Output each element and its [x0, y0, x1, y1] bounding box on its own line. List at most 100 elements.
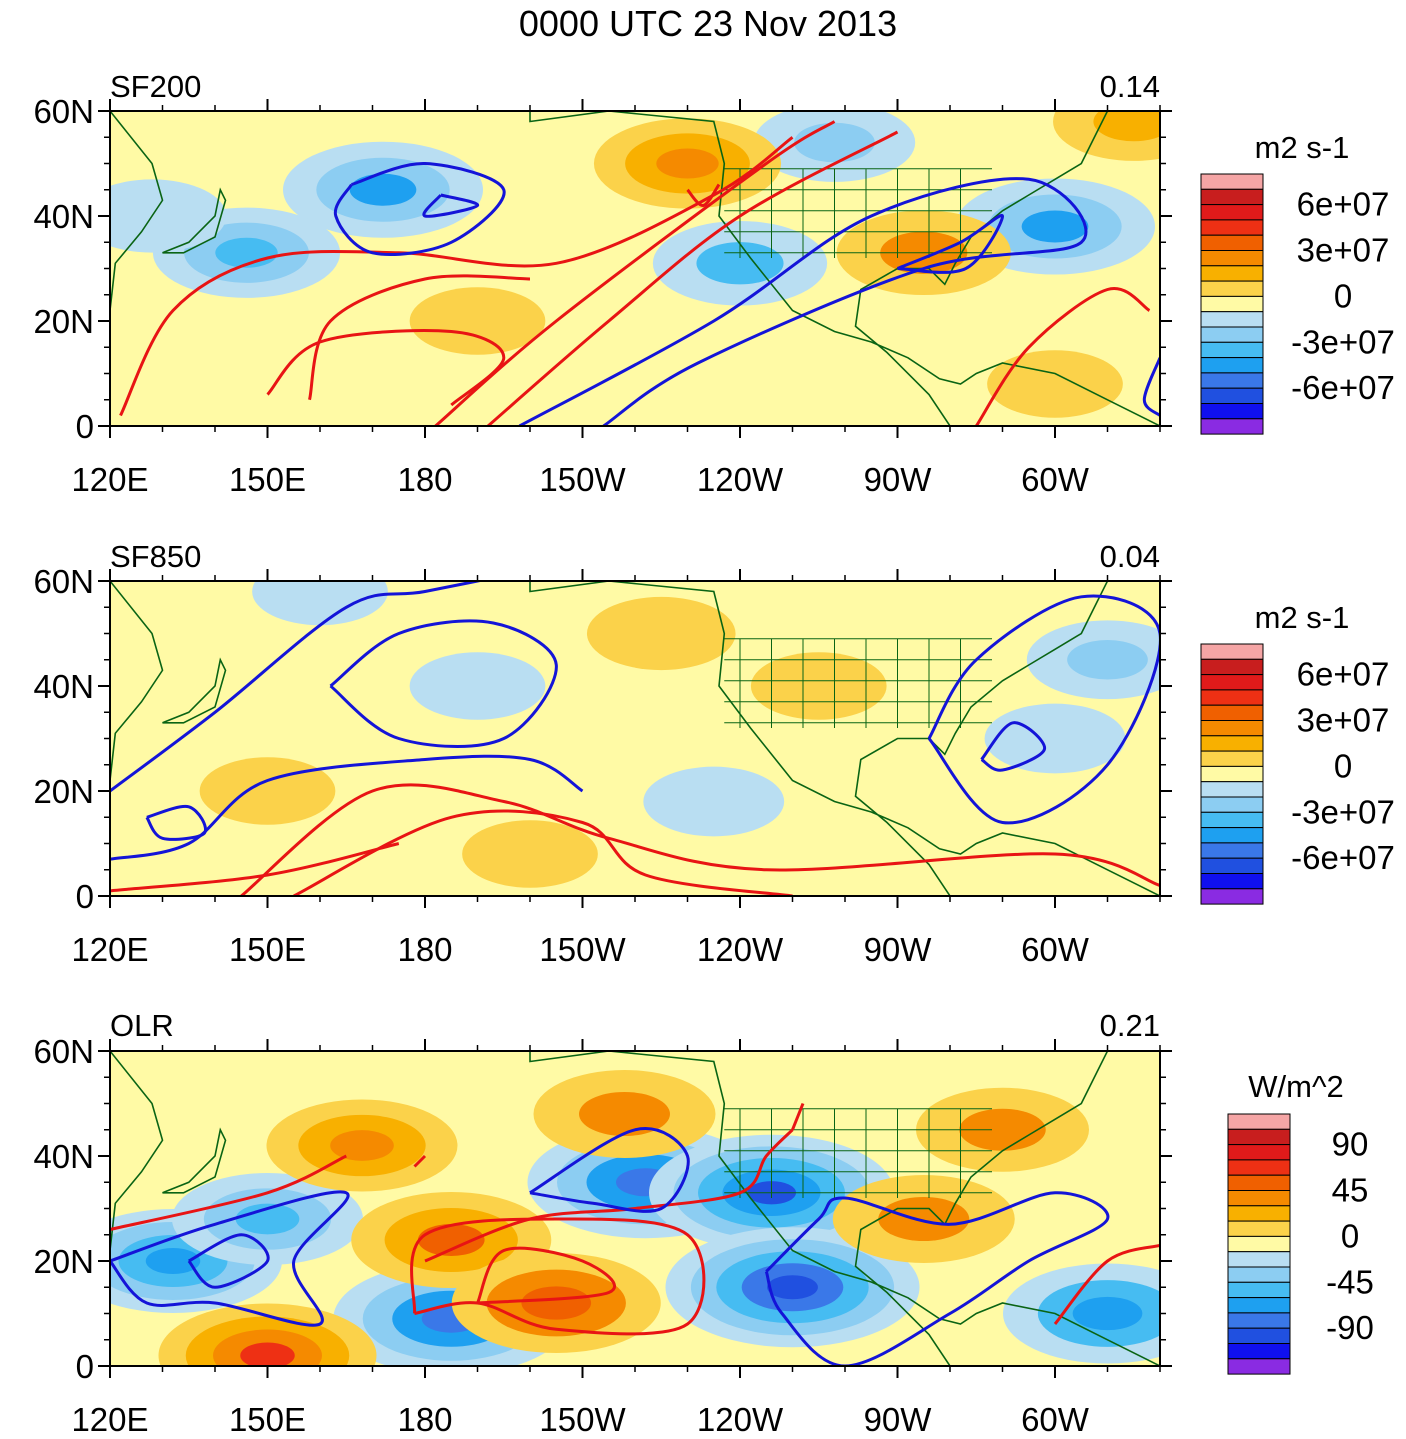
colorbar-swatch [1200, 781, 1264, 798]
field-cell [409, 287, 546, 355]
x-tick-label: 120E [71, 461, 148, 498]
y-tick-label: 40N [33, 668, 94, 705]
panel-value: 0.04 [1100, 539, 1160, 574]
colorbar-swatch [1227, 1266, 1291, 1283]
contour-negative [110, 581, 486, 793]
y-tick-label: 40N [33, 198, 94, 235]
contour-negative [422, 193, 480, 218]
coastline [110, 111, 164, 311]
x-tick-label: 60W [1021, 1401, 1090, 1438]
colorbar-swatch [1227, 1205, 1291, 1222]
x-tick-label: 120W [697, 931, 784, 968]
colorbar-swatch [1227, 1297, 1291, 1314]
contour-positive [413, 1154, 427, 1168]
field-cell [643, 766, 785, 837]
field-cell [417, 1224, 485, 1256]
coastline [162, 1127, 227, 1194]
contour-negative [927, 594, 1160, 825]
plot-area [110, 1051, 1160, 1366]
colorbar-swatch [1200, 643, 1264, 660]
y-tick-label: 0 [76, 878, 94, 915]
colorbar-label: -45 [1326, 1263, 1374, 1300]
colorbar-swatch [1200, 326, 1264, 343]
x-tick-label: 90W [864, 931, 933, 968]
colorbar-swatch [1200, 387, 1264, 405]
colorbar-swatch [1227, 1358, 1291, 1375]
colorbar-units: m2 s-1 [1255, 130, 1350, 165]
colorbar-label: 90 [1332, 1126, 1369, 1163]
figure-title: 0000 UTC 23 Nov 2013 [519, 3, 897, 44]
colorbar-swatch [1200, 280, 1264, 297]
x-tick-label: 90W [864, 461, 933, 498]
colorbar-swatch [1227, 1190, 1291, 1207]
contour-positive [1053, 1243, 1160, 1325]
colorbar-swatch [1200, 735, 1264, 752]
x-tick-label: 150W [539, 1401, 626, 1438]
panel-title: OLR [110, 1008, 174, 1043]
coastline [162, 187, 227, 254]
colorbar-swatch [1200, 295, 1264, 313]
y-tick-label: 20N [33, 303, 94, 340]
state-borders [724, 1108, 992, 1198]
colorbar-swatch [1227, 1113, 1291, 1130]
panel-value: 0.21 [1100, 1008, 1160, 1043]
y-tick-label: 20N [33, 773, 94, 810]
contour-positive [975, 287, 1151, 426]
colorbar-swatch [1200, 418, 1264, 435]
x-tick-label: 180 [397, 931, 452, 968]
x-tick-label: 120E [71, 931, 148, 968]
field-cell [656, 148, 719, 179]
field-cell [767, 1275, 818, 1300]
colorbar-swatch [1200, 873, 1264, 890]
colorbar-swatch [1227, 1128, 1291, 1146]
y-tick-label: 20N [33, 1243, 94, 1280]
x-tick-label: 90W [864, 1401, 933, 1438]
colorbar-label: 0 [1341, 1217, 1359, 1254]
colorbar-swatch [1200, 811, 1264, 829]
colorbar-swatch [1200, 857, 1264, 875]
colorbar-swatch [1200, 188, 1264, 206]
coastline [110, 1051, 164, 1251]
field-cell [1021, 210, 1089, 243]
x-tick-label: 120W [697, 461, 784, 498]
field-cell [987, 350, 1123, 418]
contour-negative [518, 177, 1088, 426]
colorbar-swatch [1227, 1159, 1291, 1176]
colorbar-swatch [1227, 1174, 1291, 1191]
colorbar-swatch [1227, 1235, 1291, 1253]
coastline [529, 111, 1160, 426]
x-tick-label: 120E [71, 1401, 148, 1438]
colorbar-units: W/m^2 [1248, 1069, 1343, 1104]
contour-positive [476, 1246, 617, 1305]
contour-positive [110, 842, 400, 893]
colorbar: 6e+07 3e+07 0 -3e+07 -6e+07 [1200, 173, 1395, 435]
panel-sf200: SF200 0.14 m2 s-1 120E 150E 180 150W 120W 90W… [33, 69, 1394, 498]
coastline [162, 657, 227, 724]
x-tick-label: 150W [539, 461, 626, 498]
colorbar-label: 3e+07 [1297, 232, 1390, 269]
colorbar: 6e+07 3e+07 0 -3e+07 -6e+07 [1200, 643, 1395, 905]
colorbar-swatch [1227, 1281, 1291, 1299]
colorbar-swatch [1200, 750, 1264, 767]
field-cell [579, 1092, 670, 1136]
contour-negative [333, 161, 506, 256]
colorbar-swatch [1200, 311, 1264, 328]
field-cell [349, 173, 417, 206]
colorbar-label: -3e+07 [1291, 323, 1395, 360]
colorbar-swatch [1200, 765, 1264, 783]
colorbar-swatch [1200, 219, 1264, 236]
field-cell [959, 1108, 1046, 1151]
colorbar-label: 45 [1332, 1172, 1369, 1209]
x-tick-label: 150E [229, 1401, 306, 1438]
colorbar-label: 0 [1334, 277, 1352, 314]
colorbar-label: -6e+07 [1291, 839, 1395, 876]
coastline [529, 581, 1160, 896]
contour-negative [1142, 357, 1160, 417]
field-cell [330, 1130, 394, 1161]
contour-positive [791, 1102, 805, 1131]
field-cell [145, 1248, 201, 1274]
field-cell [1072, 1296, 1143, 1331]
field-cell [984, 703, 1126, 774]
colorbar-swatch [1200, 403, 1264, 420]
contour-negative [187, 1233, 270, 1289]
